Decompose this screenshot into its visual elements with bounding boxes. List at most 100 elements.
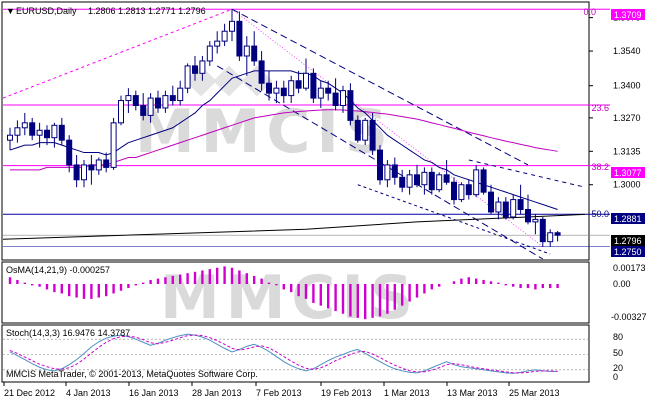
stoch-label: Stoch(14,3,3) 16.9476 14.3787 <box>6 328 130 338</box>
candle <box>317 80 324 108</box>
channel-top-line <box>231 8 529 166</box>
candle <box>29 117 36 141</box>
candle <box>266 70 272 101</box>
candle <box>214 31 221 54</box>
candle <box>539 216 546 247</box>
ma-fast-line <box>9 70 558 210</box>
candle <box>36 122 43 148</box>
candle <box>502 197 509 220</box>
price-tick-2: 1.3400 <box>613 81 641 91</box>
candle <box>421 167 428 195</box>
candle <box>295 70 302 94</box>
candle <box>406 169 413 195</box>
stoch-signal-line <box>9 334 558 374</box>
copyright-text: MMCIS MetaTrader, © 2001-2013, MetaQuote… <box>6 369 258 379</box>
candle <box>310 68 317 104</box>
candle <box>7 127 13 151</box>
candle <box>458 182 465 203</box>
current-price-badge: 1.2796 <box>611 235 645 246</box>
candle <box>155 90 161 113</box>
candle <box>206 41 213 66</box>
candle <box>221 23 228 47</box>
candle <box>473 164 480 198</box>
watermark-main: MMCIS <box>135 97 394 167</box>
ohlc-readout: 1.2806 1.2813 1.2771 1.2796 <box>88 6 206 16</box>
dropdown-arrow-icon[interactable]: ▼ <box>6 6 15 16</box>
fib-price-badge-0: 1.3709 <box>611 9 645 20</box>
date-tick-1: 4 Jan 2013 <box>66 388 111 398</box>
channel-upper-extension <box>468 159 586 188</box>
candle <box>192 55 198 81</box>
price-tick-1: 1.3540 <box>613 46 641 56</box>
candle <box>443 159 450 185</box>
candle <box>428 167 435 195</box>
candle <box>377 145 383 185</box>
date-tick-5: 19 Feb 2013 <box>321 388 372 398</box>
candle <box>354 115 361 143</box>
candle <box>399 169 406 193</box>
candle <box>110 117 117 170</box>
osma-tick-bottom: -0.00327 <box>611 312 647 322</box>
candle <box>251 31 258 66</box>
date-tick-2: 16 Jan 2013 <box>129 388 179 398</box>
price-tick-5: 1.3000 <box>613 180 641 190</box>
candle <box>303 58 309 91</box>
candle <box>280 80 287 104</box>
stoch-tick-20: 20 <box>613 363 623 373</box>
candle <box>21 112 28 136</box>
candle <box>229 9 235 42</box>
candle <box>532 214 539 235</box>
candle <box>362 117 369 146</box>
date-tick-4: 7 Feb 2013 <box>256 388 302 398</box>
candle <box>44 125 50 146</box>
stoch-tick-80: 80 <box>613 332 623 342</box>
stoch-pane-frame <box>1 324 590 383</box>
candle <box>88 155 95 185</box>
candle <box>436 172 443 193</box>
date-tick-3: 28 Jan 2013 <box>192 388 242 398</box>
candle <box>169 85 176 106</box>
price-tick-4: 1.3135 <box>613 146 641 156</box>
candle <box>451 177 457 205</box>
stoch-main-line <box>9 333 558 374</box>
candle <box>369 112 376 156</box>
candle <box>517 184 524 215</box>
osma-pane-frame <box>1 261 590 324</box>
fib-price-badge-50: 1.2881 <box>611 213 645 224</box>
candle <box>480 167 487 195</box>
candle <box>51 122 58 148</box>
fib-label-38: 38.2 <box>591 162 609 172</box>
channel-lower-extension <box>357 184 551 255</box>
candle <box>95 157 102 175</box>
candle <box>177 80 184 106</box>
candle <box>288 75 295 104</box>
fib-price-badge-38: 1.3077 <box>611 167 645 178</box>
candle <box>414 164 420 188</box>
candle <box>554 231 561 242</box>
svg-text:1.2796: 1.2796 <box>614 236 642 246</box>
candle <box>325 80 332 101</box>
candle <box>332 78 339 111</box>
candle <box>488 184 494 215</box>
candle <box>132 90 139 111</box>
candle <box>81 159 87 188</box>
candle <box>236 11 243 61</box>
osma-tick-top: 0.00173 <box>613 263 646 273</box>
candle <box>273 80 280 104</box>
price-tick-3: 1.3270 <box>613 113 641 123</box>
svg-text:1.3077: 1.3077 <box>614 168 642 178</box>
candle <box>125 88 132 113</box>
candle <box>510 194 517 220</box>
svg-text:1.2750: 1.2750 <box>614 247 642 257</box>
candle <box>118 95 124 126</box>
candle <box>184 63 191 94</box>
candle <box>391 157 398 185</box>
main-pane-frame <box>1 1 590 261</box>
candle <box>340 85 346 113</box>
fib-label-23: 23.6 <box>591 103 609 113</box>
candle <box>525 194 531 225</box>
long-ma-line <box>2 213 586 240</box>
fib-label-0: 0.0 <box>583 7 596 17</box>
